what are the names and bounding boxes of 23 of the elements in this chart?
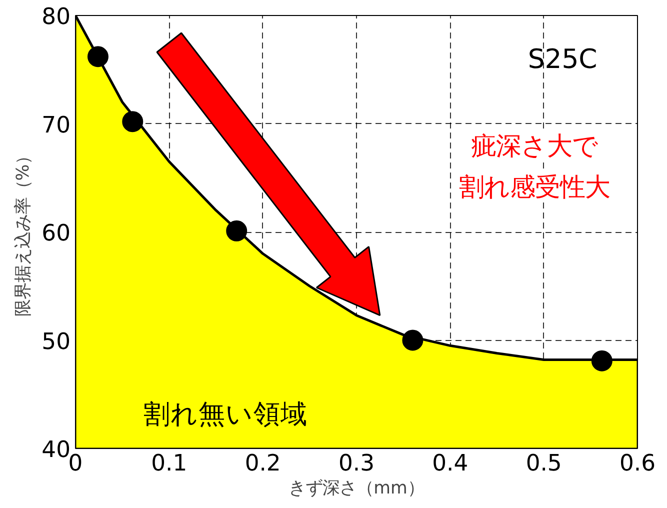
point xyxy=(402,330,424,351)
point xyxy=(87,46,108,68)
x-tick-label: 0.3 xyxy=(338,450,375,476)
x-tick-label: 0 xyxy=(68,450,83,476)
x-tick-label: 0.5 xyxy=(526,450,562,476)
annotation: 割れ無い領域 xyxy=(143,399,308,430)
x-axis-title: きず深さ（mm） xyxy=(288,478,424,498)
annotation: S25C xyxy=(528,44,598,76)
annotation: 割れ感受性大 xyxy=(458,172,610,202)
point xyxy=(122,111,144,132)
point xyxy=(591,350,612,372)
y-tick-label: 40 xyxy=(42,437,71,463)
y-tick-label: 70 xyxy=(42,112,71,138)
y-tick-label: 50 xyxy=(42,328,71,355)
point xyxy=(226,220,248,242)
y-axis-title: 限界据え込み率（%） xyxy=(14,147,34,317)
y-tick-label: 80 xyxy=(42,4,71,30)
x-tick-label: 0.6 xyxy=(619,450,656,476)
x-tick-label: 0.2 xyxy=(244,450,281,476)
y-tick-label: 60 xyxy=(42,220,71,246)
annotation: 疵深さ大で xyxy=(470,130,598,161)
x-tick-label: 0.4 xyxy=(432,450,468,476)
x-tick-label: 0.1 xyxy=(151,450,188,476)
